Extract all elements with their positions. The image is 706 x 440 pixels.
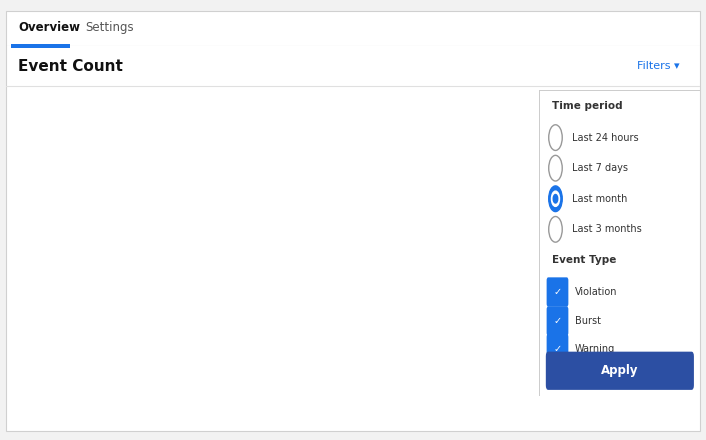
Text: Last 24 hours: Last 24 hours [572,132,638,143]
Circle shape [554,194,558,203]
Bar [394,162,405,352]
Bar [446,162,457,352]
Bar [457,143,468,352]
Circle shape [549,216,562,242]
Text: Time period: Time period [552,101,623,111]
Bar [468,137,479,352]
FancyBboxPatch shape [546,277,568,307]
FancyBboxPatch shape [546,352,694,390]
Text: Violation: Violation [575,287,617,297]
Text: Event Type:: Event Type: [111,404,172,414]
FancyBboxPatch shape [546,334,568,363]
Text: Warning: Warning [575,344,615,354]
Text: Events per week: Events per week [53,82,162,95]
Bar [11,44,71,48]
Legend: Violation, Burst, Warning: Violation, Burst, Warning [179,400,401,418]
Text: Last 3 months: Last 3 months [572,224,641,235]
Text: Last 7 days: Last 7 days [572,163,628,173]
Text: Burst: Burst [575,316,601,326]
Text: Event Type: Event Type [552,255,616,265]
Circle shape [549,186,562,212]
Text: Filters ▾: Filters ▾ [637,61,679,71]
Circle shape [549,155,562,181]
Circle shape [551,191,559,206]
Y-axis label: # of events (Last month): # of events (Last month) [349,169,359,282]
Text: ✓: ✓ [554,287,562,297]
Text: Overview: Overview [18,21,80,34]
Text: Settings: Settings [85,21,134,34]
Text: ✓: ✓ [554,316,562,326]
Y-axis label: # of events (Last month): # of events (Last month) [18,169,27,282]
Text: Events by API (top 5): Events by API (top 5) [385,82,525,95]
FancyBboxPatch shape [546,306,568,336]
Text: Event Count: Event Count [18,59,123,73]
Circle shape [549,125,562,150]
Text: Last month: Last month [572,194,627,204]
Text: Apply: Apply [601,364,639,378]
Bar [416,137,427,352]
Bar [405,143,416,352]
Text: ✓: ✓ [554,344,562,354]
